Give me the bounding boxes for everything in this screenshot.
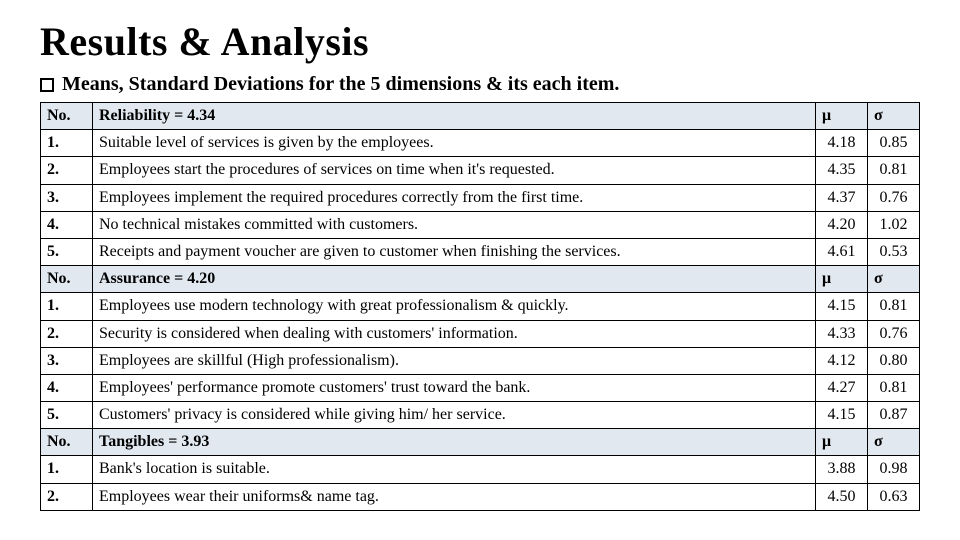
row-sigma: 0.76 (868, 184, 920, 211)
row-sigma: 0.81 (868, 293, 920, 320)
subtitle-text: Means, Standard Deviations for the 5 dim… (62, 73, 619, 96)
section-header-row: No.Reliability = 4.34μσ (41, 103, 920, 130)
table-row: 5.Customers' privacy is considered while… (41, 402, 920, 429)
row-no: 5. (41, 402, 93, 429)
table-row: 2.Employees wear their uniforms& name ta… (41, 483, 920, 510)
col-header-no: No. (41, 429, 93, 456)
section-header-label: Assurance = 4.20 (93, 266, 816, 293)
table-row: 2.Employees start the procedures of serv… (41, 157, 920, 184)
row-desc: Employees start the procedures of servic… (93, 157, 816, 184)
section-header-row: No.Tangibles = 3.93μσ (41, 429, 920, 456)
row-sigma: 0.81 (868, 157, 920, 184)
table-row: 1.Bank's location is suitable.3.880.98 (41, 456, 920, 483)
table-row: 1.Employees use modern technology with g… (41, 293, 920, 320)
row-no: 3. (41, 347, 93, 374)
table-row: 3.Employees implement the required proce… (41, 184, 920, 211)
table-row: 2.Security is considered when dealing wi… (41, 320, 920, 347)
row-sigma: 0.81 (868, 374, 920, 401)
row-mu: 4.27 (816, 374, 868, 401)
row-sigma: 0.87 (868, 402, 920, 429)
row-sigma: 0.76 (868, 320, 920, 347)
row-desc: Employees implement the required procedu… (93, 184, 816, 211)
row-desc: Receipts and payment voucher are given t… (93, 238, 816, 265)
row-desc: Customers' privacy is considered while g… (93, 402, 816, 429)
row-mu: 4.12 (816, 347, 868, 374)
row-mu: 4.61 (816, 238, 868, 265)
row-mu: 4.50 (816, 483, 868, 510)
row-mu: 3.88 (816, 456, 868, 483)
section-header-row: No.Assurance = 4.20μσ (41, 266, 920, 293)
row-desc: Suitable level of services is given by t… (93, 130, 816, 157)
row-no: 2. (41, 157, 93, 184)
section-header-label: Reliability = 4.34 (93, 103, 816, 130)
col-header-sigma: σ (868, 266, 920, 293)
row-desc: Employees' performance promote customers… (93, 374, 816, 401)
col-header-mu: μ (816, 429, 868, 456)
row-no: 4. (41, 374, 93, 401)
row-no: 5. (41, 238, 93, 265)
row-sigma: 0.98 (868, 456, 920, 483)
row-no: 2. (41, 483, 93, 510)
row-mu: 4.15 (816, 402, 868, 429)
stats-table: No.Reliability = 4.34μσ1.Suitable level … (40, 102, 920, 511)
page-title: Results & Analysis (40, 18, 920, 65)
row-no: 1. (41, 456, 93, 483)
row-desc: Employees use modern technology with gre… (93, 293, 816, 320)
row-sigma: 0.80 (868, 347, 920, 374)
row-desc: Bank's location is suitable. (93, 456, 816, 483)
row-mu: 4.33 (816, 320, 868, 347)
row-sigma: 0.63 (868, 483, 920, 510)
col-header-sigma: σ (868, 103, 920, 130)
square-bullet-icon (40, 78, 54, 92)
row-desc: Employees wear their uniforms& name tag. (93, 483, 816, 510)
row-desc: Employees are skillful (High professiona… (93, 347, 816, 374)
row-no: 2. (41, 320, 93, 347)
subtitle-row: Means, Standard Deviations for the 5 dim… (40, 73, 920, 96)
col-header-mu: μ (816, 103, 868, 130)
table-row: 3.Employees are skillful (High professio… (41, 347, 920, 374)
section-header-label: Tangibles = 3.93 (93, 429, 816, 456)
row-no: 1. (41, 130, 93, 157)
row-sigma: 0.53 (868, 238, 920, 265)
row-sigma: 0.85 (868, 130, 920, 157)
col-header-mu: μ (816, 266, 868, 293)
row-mu: 4.35 (816, 157, 868, 184)
row-mu: 4.15 (816, 293, 868, 320)
col-header-sigma: σ (868, 429, 920, 456)
col-header-no: No. (41, 266, 93, 293)
row-desc: Security is considered when dealing with… (93, 320, 816, 347)
row-mu: 4.20 (816, 211, 868, 238)
row-no: 3. (41, 184, 93, 211)
row-mu: 4.37 (816, 184, 868, 211)
table-row: 1.Suitable level of services is given by… (41, 130, 920, 157)
row-desc: No technical mistakes committed with cus… (93, 211, 816, 238)
row-no: 1. (41, 293, 93, 320)
row-sigma: 1.02 (868, 211, 920, 238)
table-row: 4.Employees' performance promote custome… (41, 374, 920, 401)
row-no: 4. (41, 211, 93, 238)
table-row: 5.Receipts and payment voucher are given… (41, 238, 920, 265)
row-mu: 4.18 (816, 130, 868, 157)
col-header-no: No. (41, 103, 93, 130)
table-row: 4.No technical mistakes committed with c… (41, 211, 920, 238)
